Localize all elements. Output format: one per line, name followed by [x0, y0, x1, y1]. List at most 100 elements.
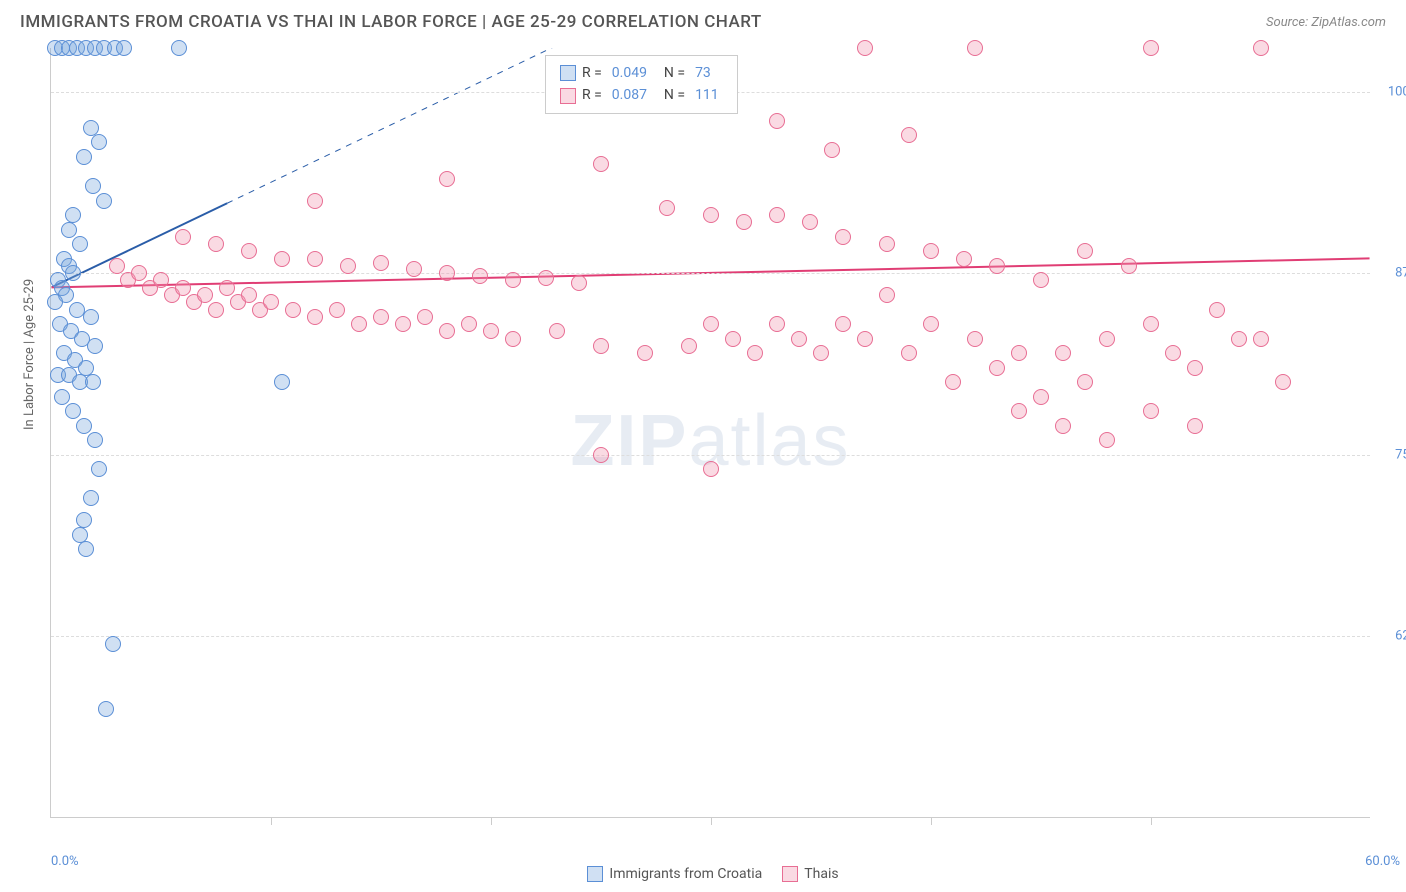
data-point [1099, 432, 1115, 448]
data-point [483, 323, 499, 339]
corr-legend-row: R = 0.049 N = 73 [560, 62, 723, 84]
data-point [274, 374, 290, 390]
data-point [274, 251, 290, 267]
data-point [417, 309, 433, 325]
data-point [637, 345, 653, 361]
data-point [439, 265, 455, 281]
data-point [219, 280, 235, 296]
data-point [505, 331, 521, 347]
data-point [171, 40, 187, 56]
data-point [1011, 345, 1027, 361]
data-point [175, 280, 191, 296]
chart-title: IMMIGRANTS FROM CROATIA VS THAI IN LABOR… [20, 12, 762, 32]
data-point [78, 541, 94, 557]
data-point [835, 229, 851, 245]
gridline-h [51, 273, 1370, 274]
trend-lines [51, 48, 1370, 817]
data-point [96, 193, 112, 209]
data-point [1231, 331, 1247, 347]
data-point [703, 207, 719, 223]
data-point [1165, 345, 1181, 361]
x-tick [271, 817, 272, 825]
y-tick-label: 87.5% [1395, 266, 1406, 281]
data-point [989, 360, 1005, 376]
data-point [1033, 389, 1049, 405]
data-point [1055, 345, 1071, 361]
scatter-chart: ZIPatlas 62.5%75.0%87.5%100.0%0.0%60.0% [50, 48, 1370, 818]
data-point [175, 229, 191, 245]
data-point [307, 309, 323, 325]
data-point [406, 261, 422, 277]
data-point [769, 207, 785, 223]
y-axis-label: In Labor Force | Age 25-29 [22, 279, 37, 430]
data-point [1055, 418, 1071, 434]
data-point [65, 403, 81, 419]
data-point [85, 178, 101, 194]
data-point [1121, 258, 1137, 274]
y-tick-label: 75.0% [1395, 447, 1406, 462]
data-point [1187, 360, 1203, 376]
data-point [1143, 40, 1159, 56]
data-point [1209, 302, 1225, 318]
data-point [571, 275, 587, 291]
trend-line-dashed [227, 48, 1370, 203]
data-point [72, 236, 88, 252]
data-point [329, 302, 345, 318]
data-point [538, 270, 554, 286]
x-tick [711, 817, 712, 825]
data-point [131, 265, 147, 281]
data-point [956, 251, 972, 267]
data-point [439, 323, 455, 339]
series-legend: Immigrants from Croatia Thais [0, 866, 1406, 882]
data-point [593, 338, 609, 354]
data-point [1253, 40, 1269, 56]
data-point [83, 120, 99, 136]
data-point [85, 374, 101, 390]
legend-swatch [782, 866, 798, 882]
legend-label: Thais [804, 866, 838, 882]
data-point [967, 40, 983, 56]
data-point [241, 243, 257, 259]
gridline-h [51, 455, 1370, 456]
data-point [769, 113, 785, 129]
data-point [285, 302, 301, 318]
data-point [373, 255, 389, 271]
source-label: Source: ZipAtlas.com [1266, 15, 1386, 30]
data-point [351, 316, 367, 332]
data-point [1011, 403, 1027, 419]
data-point [109, 258, 125, 274]
data-point [439, 171, 455, 187]
data-point [1143, 403, 1159, 419]
data-point [989, 258, 1005, 274]
data-point [879, 236, 895, 252]
data-point [593, 447, 609, 463]
data-point [461, 316, 477, 332]
data-point [879, 287, 895, 303]
data-point [76, 149, 92, 165]
data-point [340, 258, 356, 274]
data-point [208, 302, 224, 318]
data-point [736, 214, 752, 230]
data-point [83, 309, 99, 325]
data-point [857, 331, 873, 347]
data-point [967, 331, 983, 347]
corr-legend-row: R = 0.087 N = 111 [560, 84, 723, 106]
data-point [65, 265, 81, 281]
data-point [472, 268, 488, 284]
legend-swatch [560, 65, 576, 81]
y-tick-label: 100.0% [1388, 84, 1406, 99]
data-point [1275, 374, 1291, 390]
data-point [1187, 418, 1203, 434]
data-point [61, 222, 77, 238]
data-point [87, 338, 103, 354]
data-point [1099, 331, 1115, 347]
data-point [105, 636, 121, 652]
data-point [923, 243, 939, 259]
data-point [91, 134, 107, 150]
data-point [824, 142, 840, 158]
data-point [681, 338, 697, 354]
data-point [549, 323, 565, 339]
data-point [208, 236, 224, 252]
legend-label: Immigrants from Croatia [609, 866, 762, 882]
data-point [1033, 272, 1049, 288]
